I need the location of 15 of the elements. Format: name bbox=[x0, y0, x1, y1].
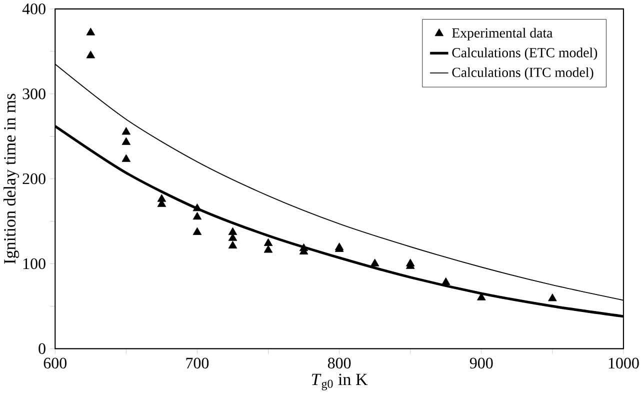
y-axis-title: Ignition delay time in ms bbox=[4, 94, 20, 264]
x-tick-label: 700 bbox=[186, 358, 209, 369]
y-tick-label: 0 bbox=[38, 343, 46, 354]
legend-label: Experimental data bbox=[452, 28, 553, 40]
y-tick-label: 100 bbox=[23, 258, 46, 270]
x-axis-title: T$_{g0}$ in K bbox=[312, 374, 368, 390]
x-tick-label: 900 bbox=[470, 358, 493, 369]
y-tick-label: 300 bbox=[22, 88, 46, 100]
legend-label: Calculations (ITC model) bbox=[452, 67, 594, 80]
x-tick-label: 1000 bbox=[608, 358, 639, 369]
y-tick-label: 400 bbox=[22, 4, 46, 14]
y-tick-label: 200 bbox=[22, 173, 46, 184]
legend-label: Calculations (ETC model) bbox=[452, 48, 598, 60]
x-tick-label: 600 bbox=[44, 358, 66, 369]
x-tick-label: 800 bbox=[328, 358, 351, 369]
